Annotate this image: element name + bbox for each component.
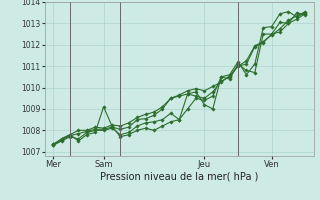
X-axis label: Pression niveau de la mer( hPa ): Pression niveau de la mer( hPa ) <box>100 172 258 182</box>
